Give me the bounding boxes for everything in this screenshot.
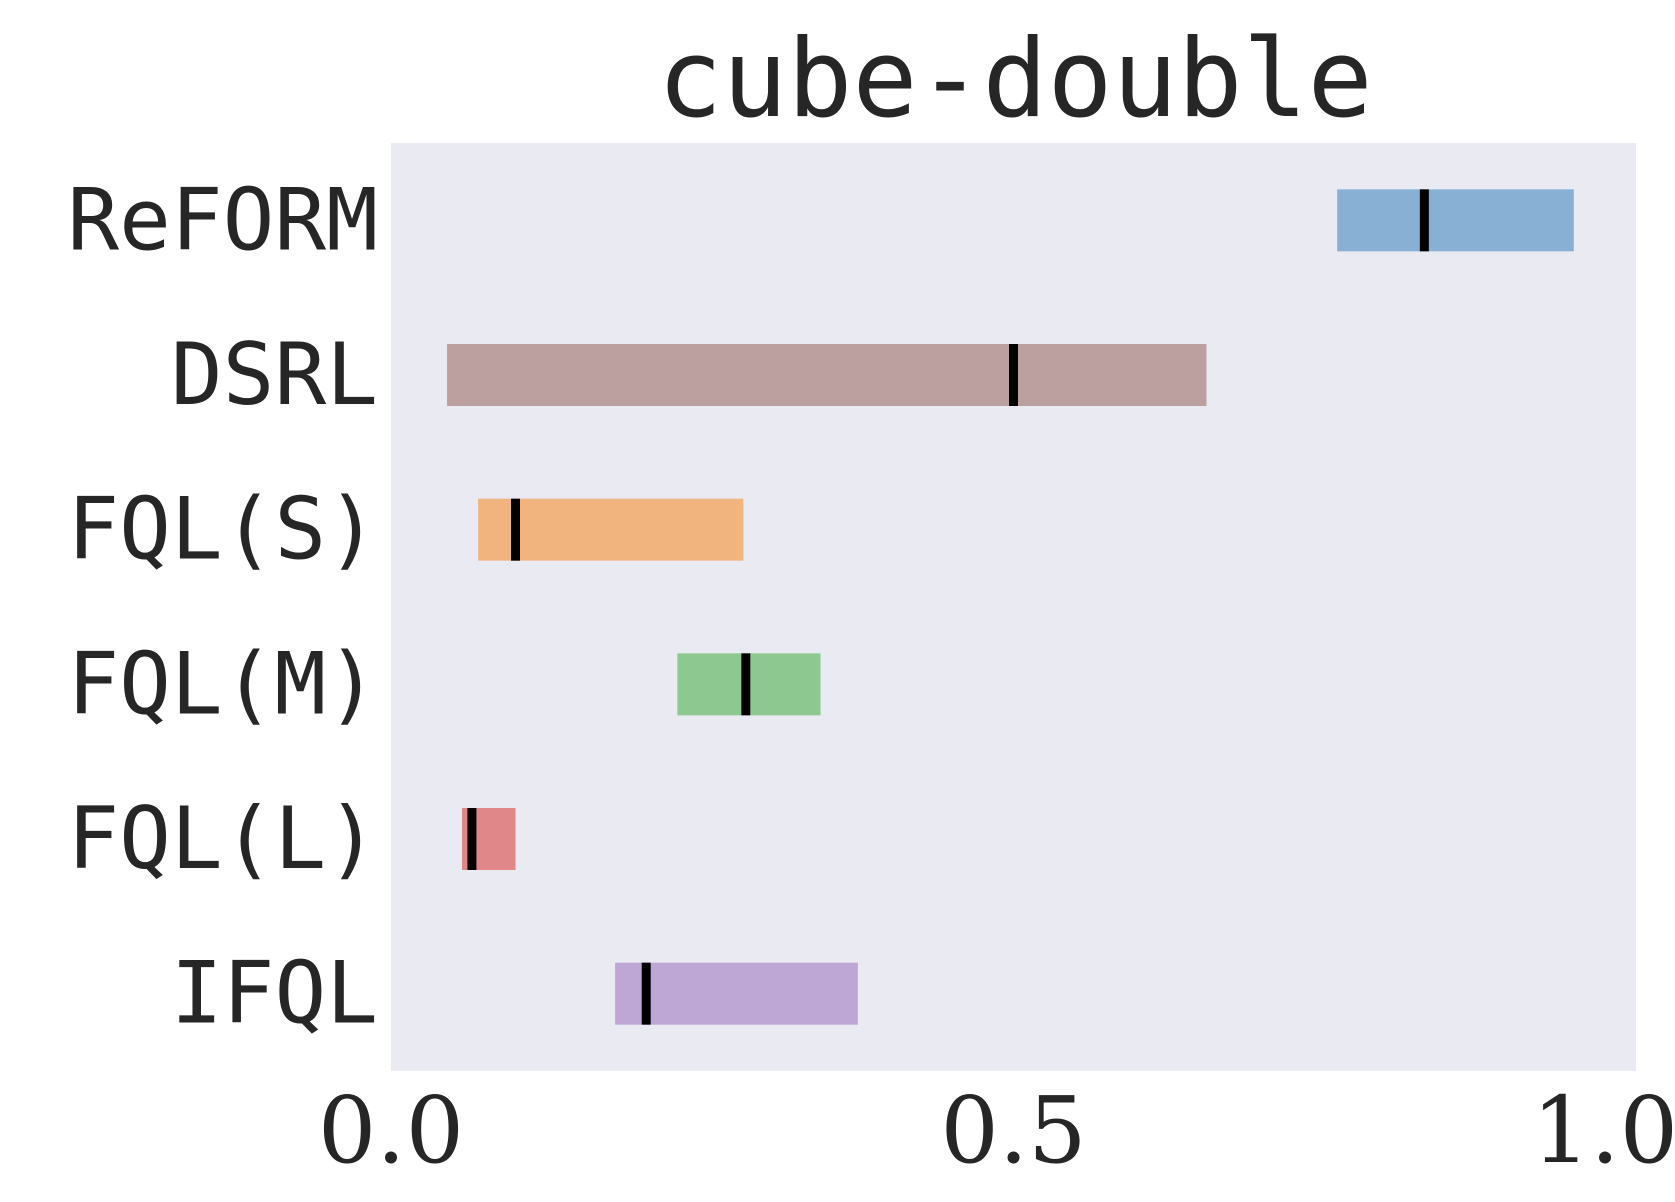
category-labels: ReFORM DSRL FQL(S) FQL(M) FQL(L) IFQL	[67, 170, 378, 1043]
range-bar-reform	[1337, 189, 1574, 252]
median-marker-dsrl	[1009, 344, 1018, 406]
bars-layer	[447, 189, 1574, 1025]
chart-title: cube-double	[657, 17, 1372, 142]
category-label-ifql: IFQL	[171, 944, 378, 1044]
category-label-dsrl: DSRL	[171, 325, 378, 425]
median-marker-fql-m	[741, 653, 751, 716]
range-bar-fql-s	[478, 498, 744, 561]
category-label-fql-l: FQL(L)	[67, 789, 378, 889]
category-label-fql-m: FQL(M)	[67, 634, 378, 734]
x-tick-labels: 0.0 0.5 1.0	[318, 1077, 1675, 1184]
median-marker-fql-s	[511, 498, 520, 561]
x-tick-label: 0.0	[318, 1077, 464, 1184]
median-marker-ifql	[641, 962, 651, 1025]
median-marker-fql-l	[467, 808, 477, 870]
plot-area	[391, 143, 1636, 1071]
category-label-reform: ReFORM	[67, 170, 378, 270]
x-tick-label: 0.5	[940, 1077, 1086, 1184]
range-bar-dsrl	[447, 344, 1207, 406]
x-tick-label: 1.0	[1532, 1077, 1675, 1184]
range-bar-ifql	[615, 962, 858, 1025]
category-label-fql-s: FQL(S)	[67, 480, 378, 580]
median-marker-reform	[1419, 189, 1429, 252]
